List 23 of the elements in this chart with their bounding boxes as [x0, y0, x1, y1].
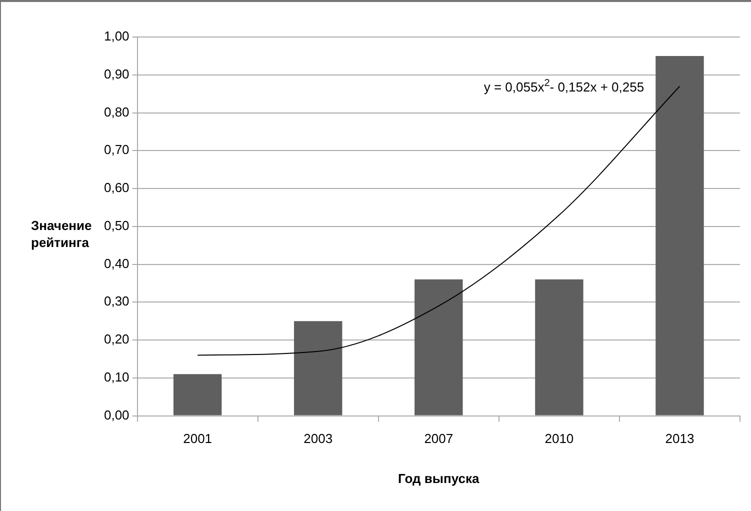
y-tick-label: 0,20 [104, 332, 130, 347]
y-tick-label: 0,00 [104, 407, 130, 422]
y-tick-label: 0,30 [104, 294, 130, 309]
y-tick-label: 0,40 [104, 256, 130, 271]
y-tick-label: 1,00 [104, 28, 130, 44]
y-tick-label: 0,50 [104, 218, 130, 233]
y-tick-label: 0,10 [104, 370, 130, 384]
x-tick-label: 2007 [424, 431, 454, 446]
x-tick-label: 2003 [304, 431, 333, 446]
y-axis-title: Значение рейтинга [31, 218, 92, 250]
y-tick-label: 0,70 [104, 142, 130, 158]
x-axis-title: Год выпуска [398, 470, 480, 486]
bar [656, 56, 704, 416]
y-tick-label: 0,60 [104, 180, 130, 196]
bar [535, 279, 584, 416]
bar [294, 321, 342, 416]
x-tick-label: 2013 [665, 431, 694, 446]
y-tick-label: 0,80 [104, 104, 130, 120]
x-tick-label: 2010 [544, 431, 574, 446]
bar [173, 374, 222, 416]
y-tick-label: 0,90 [104, 66, 130, 82]
bar [414, 279, 463, 416]
x-tick-label: 2001 [183, 431, 212, 446]
